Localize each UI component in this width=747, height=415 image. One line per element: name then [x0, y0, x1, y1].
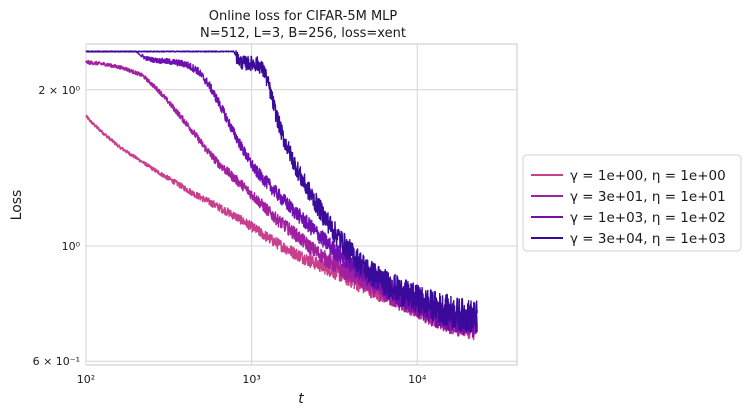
x-tick-label: 10³ — [242, 373, 260, 386]
y-tick-label: 10⁰ — [62, 240, 81, 253]
legend-frame — [522, 154, 742, 252]
grid — [85, 44, 517, 365]
chart-title: Online loss for CIFAR-5M MLP — [209, 9, 398, 24]
plot-area — [85, 43, 518, 366]
legend-label: γ = 3e+01, η = 1e+01 — [570, 189, 726, 205]
y-axis-label: Loss — [9, 190, 25, 221]
legend-entries: γ = 1e+00, η = 1e+00 γ = 3e+01, η = 1e+01… — [531, 168, 726, 247]
x-tick-label: 10⁴ — [408, 373, 427, 386]
legend-label: γ = 3e+04, η = 1e+03 — [570, 231, 726, 247]
legend: γ = 1e+00, η = 1e+00 γ = 3e+01, η = 1e+01… — [522, 154, 742, 252]
chart-subtitle: N=512, L=3, B=256, loss=xent — [200, 26, 406, 41]
x-tick-label: 10² — [77, 373, 95, 386]
y-tick-label: 6 × 10⁻¹ — [33, 355, 80, 368]
x-axis-label: t — [298, 391, 304, 407]
legend-label: γ = 1e+03, η = 1e+02 — [570, 210, 726, 226]
series-layer — [85, 50, 478, 341]
x-axis-ticks: 10² 10³ 10⁴ — [77, 373, 427, 386]
legend-label: γ = 1e+00, η = 1e+00 — [570, 168, 726, 184]
y-axis-ticks: 2 × 10⁰ 10⁰ 6 × 10⁻¹ — [33, 84, 81, 368]
y-tick-label: 2 × 10⁰ — [38, 84, 80, 97]
series-line — [85, 50, 478, 333]
